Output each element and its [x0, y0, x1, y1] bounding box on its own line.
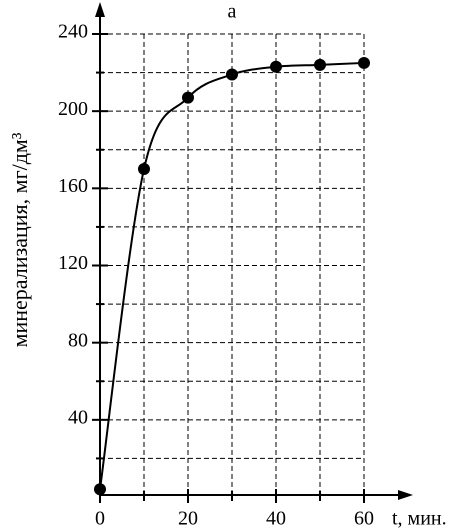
- point: [270, 60, 282, 73]
- point: [314, 58, 326, 71]
- point: [226, 68, 238, 81]
- point: [358, 56, 370, 69]
- line: [99, 61, 365, 490]
- y-tick-label: 40: [68, 406, 88, 428]
- x-tick-label: 0: [95, 508, 105, 530]
- x-axis-arrow: [398, 490, 413, 500]
- y-tick-label: 80: [68, 329, 88, 351]
- point: [138, 163, 150, 176]
- point: [182, 91, 194, 104]
- x-tick-label: 20: [178, 508, 198, 530]
- point: [94, 483, 106, 496]
- y-axis-arrow: [95, 2, 105, 17]
- y-tick-label: 120: [58, 252, 88, 274]
- x-axis-label: t, мин.: [392, 508, 447, 530]
- y-tick-label: 240: [58, 21, 88, 43]
- x-tick-label: 60: [354, 508, 374, 530]
- chart-title: а: [228, 1, 237, 23]
- y-axis-label: минерализация, мг/дм³: [7, 132, 32, 347]
- y-tick-label: 200: [58, 98, 88, 120]
- x-tick-label: 40: [266, 508, 286, 530]
- y-tick-label: 160: [58, 175, 88, 197]
